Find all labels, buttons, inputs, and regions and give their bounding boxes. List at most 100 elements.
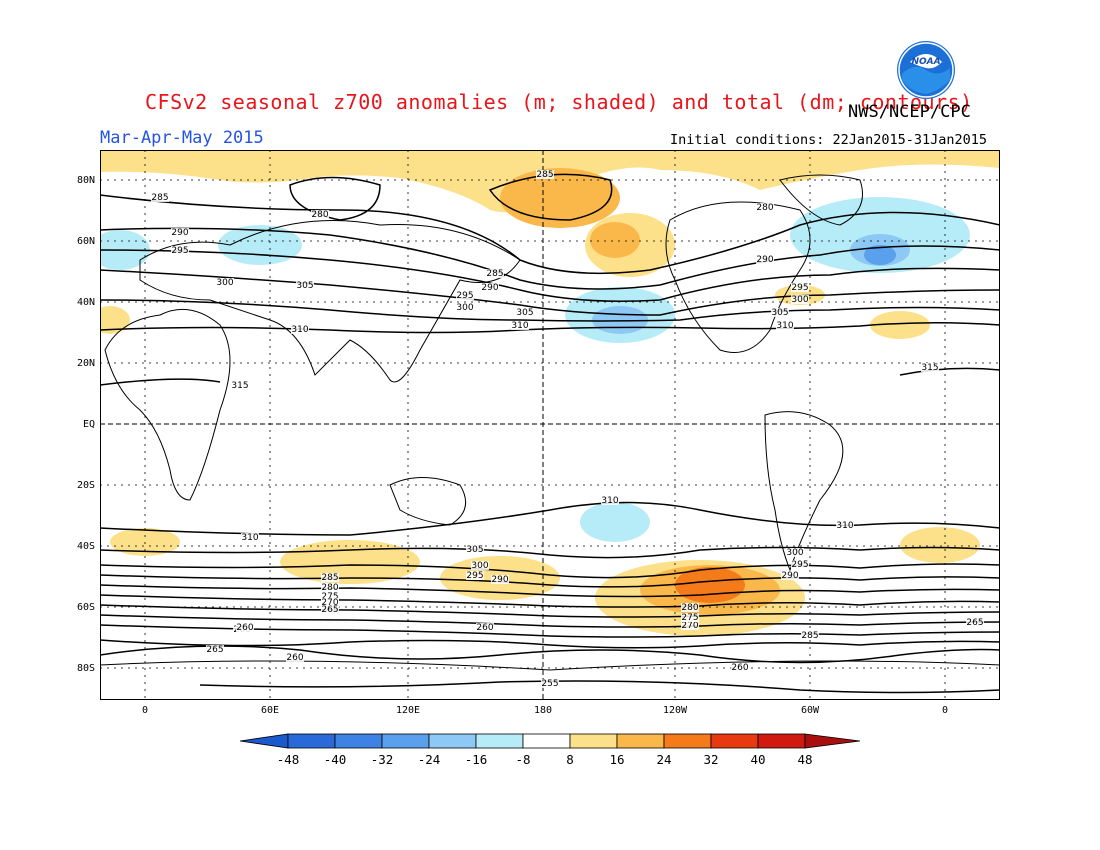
lat-label: 20S	[76, 480, 95, 491]
colorbar-bin	[569, 733, 618, 749]
contour-label-bg	[756, 255, 774, 264]
contour-label: 255	[541, 679, 558, 689]
colorbar-bin	[287, 733, 336, 749]
height-contours	[100, 173, 1000, 694]
anomaly-negative-asia	[218, 225, 302, 265]
contour-label: 305	[466, 545, 483, 555]
colorbar-label: 40	[750, 752, 766, 767]
contour-label-bg	[481, 283, 499, 292]
contour-label-bg	[236, 623, 254, 632]
anomaly-shading	[100, 150, 1000, 636]
contour-label-bg	[241, 533, 259, 542]
map-frame	[100, 150, 1000, 700]
contour-label-bg	[601, 496, 619, 505]
contour-label-bg	[291, 325, 309, 334]
lon-label: 0	[141, 705, 149, 716]
anomaly-negative-atlantic-core	[864, 245, 896, 265]
colorbar-bin	[475, 733, 524, 749]
contour-label-bg	[476, 623, 494, 632]
contour-305-south	[100, 546, 1000, 559]
contour-label: 260	[731, 663, 748, 673]
contour-label: 290	[481, 283, 498, 293]
contour-285	[100, 194, 1000, 275]
colorbar-label: -48	[276, 752, 300, 767]
contour-label-bg	[321, 583, 339, 592]
contour-label: 275	[681, 613, 698, 623]
contour-label: 310	[836, 521, 853, 531]
contour-label-bg	[466, 571, 484, 580]
contour-label-bg	[511, 321, 529, 330]
lon-label: 120E	[395, 705, 421, 716]
contour-265-south	[100, 639, 1000, 649]
contour-label-bg	[681, 621, 699, 630]
contour-label-bg	[541, 679, 559, 688]
colorbar-label: -8	[515, 752, 531, 767]
contour-label-bg	[311, 210, 329, 219]
contour-label-bg	[321, 605, 339, 614]
lat-label: 40S	[76, 541, 95, 552]
contour-label-bg	[776, 321, 794, 330]
anomaly-positive-alaska-core	[590, 222, 640, 258]
contour-label: 265	[321, 605, 338, 615]
anomaly-positive-south-pacific-core	[675, 567, 745, 603]
contour-label-bg	[966, 618, 984, 627]
contour-label: 310	[511, 321, 528, 331]
lon-label: 0	[941, 705, 949, 716]
forecast-period: Mar-Apr-May 2015	[100, 128, 264, 148]
contour-label-bg	[781, 571, 799, 580]
lat-label: 60N	[76, 236, 95, 247]
colorbar-label: -24	[417, 752, 441, 767]
contour-label: 305	[516, 308, 533, 318]
coast-north-america	[665, 201, 811, 353]
contour-label-bg	[836, 521, 854, 530]
contour-295	[100, 249, 1000, 302]
contour-label: 270	[321, 598, 338, 608]
lat-label: 40N	[76, 297, 95, 308]
contour-310-south	[100, 501, 1000, 536]
contour-label: 300	[786, 548, 803, 558]
lat-label: 60S	[76, 602, 95, 613]
anomaly-positive-south-atlantic-east	[900, 527, 980, 563]
lon-label: 60W	[800, 705, 820, 716]
contour-label-bg	[321, 598, 339, 607]
contour-280-closed	[289, 176, 381, 221]
agency-label: NWS/NCEP/CPC	[848, 102, 971, 122]
contour-label: 310	[601, 496, 618, 506]
logo-text: NOAA	[911, 57, 940, 67]
contour-label-bg	[286, 653, 304, 662]
contour-label: 295	[466, 571, 483, 581]
contour-label: 305	[771, 308, 788, 318]
contour-label: 300	[456, 303, 473, 313]
contour-label: 315	[921, 363, 938, 373]
colorbar-label: 32	[703, 752, 719, 767]
colorbar-arrow-right	[804, 733, 860, 749]
contour-label-bg	[791, 295, 809, 304]
contour-label-bg	[296, 281, 314, 290]
contour-290	[100, 227, 1000, 290]
colorbar-bin	[663, 733, 712, 749]
colorbar-label: 16	[609, 752, 625, 767]
contour-label-bg	[791, 283, 809, 292]
contour-label: 285	[486, 269, 503, 279]
contour-label-bg	[151, 193, 169, 202]
contour-label: 280	[311, 210, 328, 220]
contour-label: 260	[476, 623, 493, 633]
colorbar-bin	[522, 733, 571, 749]
contour-label-bg	[516, 308, 534, 317]
contour-label-bg	[771, 308, 789, 317]
colorbar-bin	[757, 733, 806, 749]
contour-285-south	[100, 594, 1000, 608]
contour-label: 275	[321, 592, 338, 602]
colorbar-bin	[428, 733, 477, 749]
coast-antarctica	[100, 660, 1000, 671]
contour-270-south	[100, 624, 1000, 638]
contour-label: 290	[491, 575, 508, 585]
anomaly-negative-south-pacific	[580, 502, 650, 542]
contour-label-bg	[171, 228, 189, 237]
contour-label-bg	[206, 645, 224, 654]
contour-label: 310	[291, 325, 308, 335]
anomaly-positive-pacific	[500, 168, 620, 228]
anomaly-negative-pacific-core	[592, 306, 648, 334]
